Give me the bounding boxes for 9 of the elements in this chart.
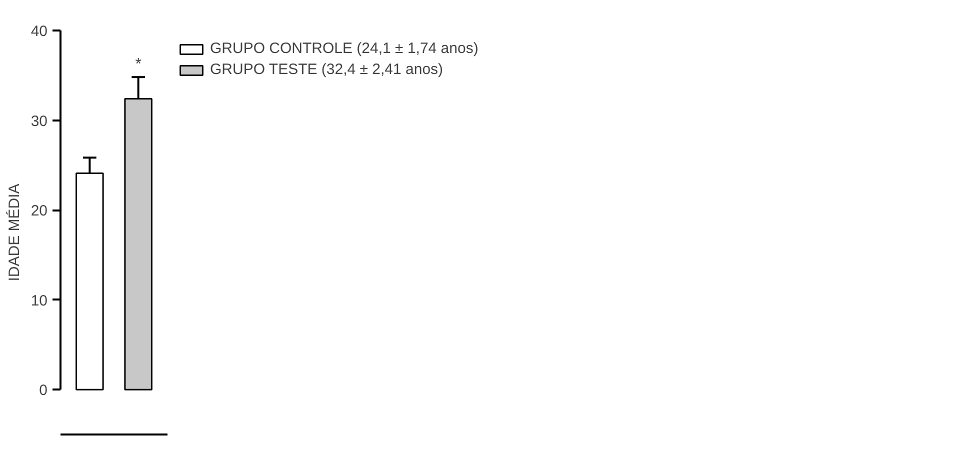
y-tick-label: 0 (39, 382, 48, 400)
y-tick-label: 10 (30, 292, 48, 310)
y-axis-title: IDADE MÉDIA (4, 184, 23, 282)
y-tick-label: 30 (30, 112, 48, 130)
legend-label: GRUPO CONTROLE (24,1 ± 1,74 anos) (210, 40, 478, 57)
legend-label: GRUPO TESTE (32,4 ± 2,41 anos) (210, 61, 444, 78)
y-tick-label: 20 (30, 202, 48, 220)
y-tick-label: 40 (30, 23, 48, 40)
annotation: * (135, 56, 142, 74)
